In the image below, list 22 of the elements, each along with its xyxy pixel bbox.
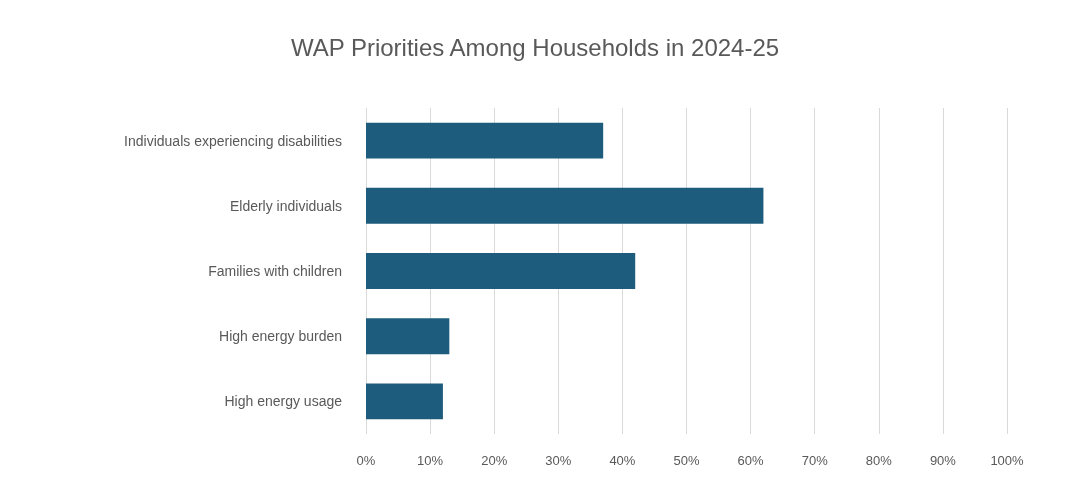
x-tick-label: 50% <box>673 453 700 468</box>
bar <box>366 187 764 224</box>
x-tick-label: 100% <box>990 453 1025 468</box>
bar <box>366 122 604 159</box>
bar <box>366 253 636 289</box>
y-tick-label: Elderly individuals <box>229 197 342 214</box>
x-tick-label: 10% <box>417 453 444 468</box>
x-tick-label: 0% <box>356 453 376 468</box>
bar <box>366 383 443 420</box>
y-tick-label: High energy burden <box>219 328 342 345</box>
y-tick-label: Individuals experiencing disabilities <box>124 132 342 149</box>
bar <box>366 318 450 355</box>
x-tick-label: 90% <box>929 453 957 468</box>
x-tick-label: 30% <box>545 453 572 468</box>
x-tick-label: 60% <box>737 453 765 468</box>
y-tick-label: High energy usage <box>224 393 343 410</box>
x-tick-label: 20% <box>481 453 508 468</box>
chart-title: WAP Priorities Among Households in 2024-25 <box>290 33 780 61</box>
x-tick-label: 80% <box>865 453 893 468</box>
y-tick-label: Families with children <box>208 263 342 279</box>
x-tick-label: 70% <box>801 453 829 468</box>
x-tick-label: 40% <box>609 453 636 468</box>
